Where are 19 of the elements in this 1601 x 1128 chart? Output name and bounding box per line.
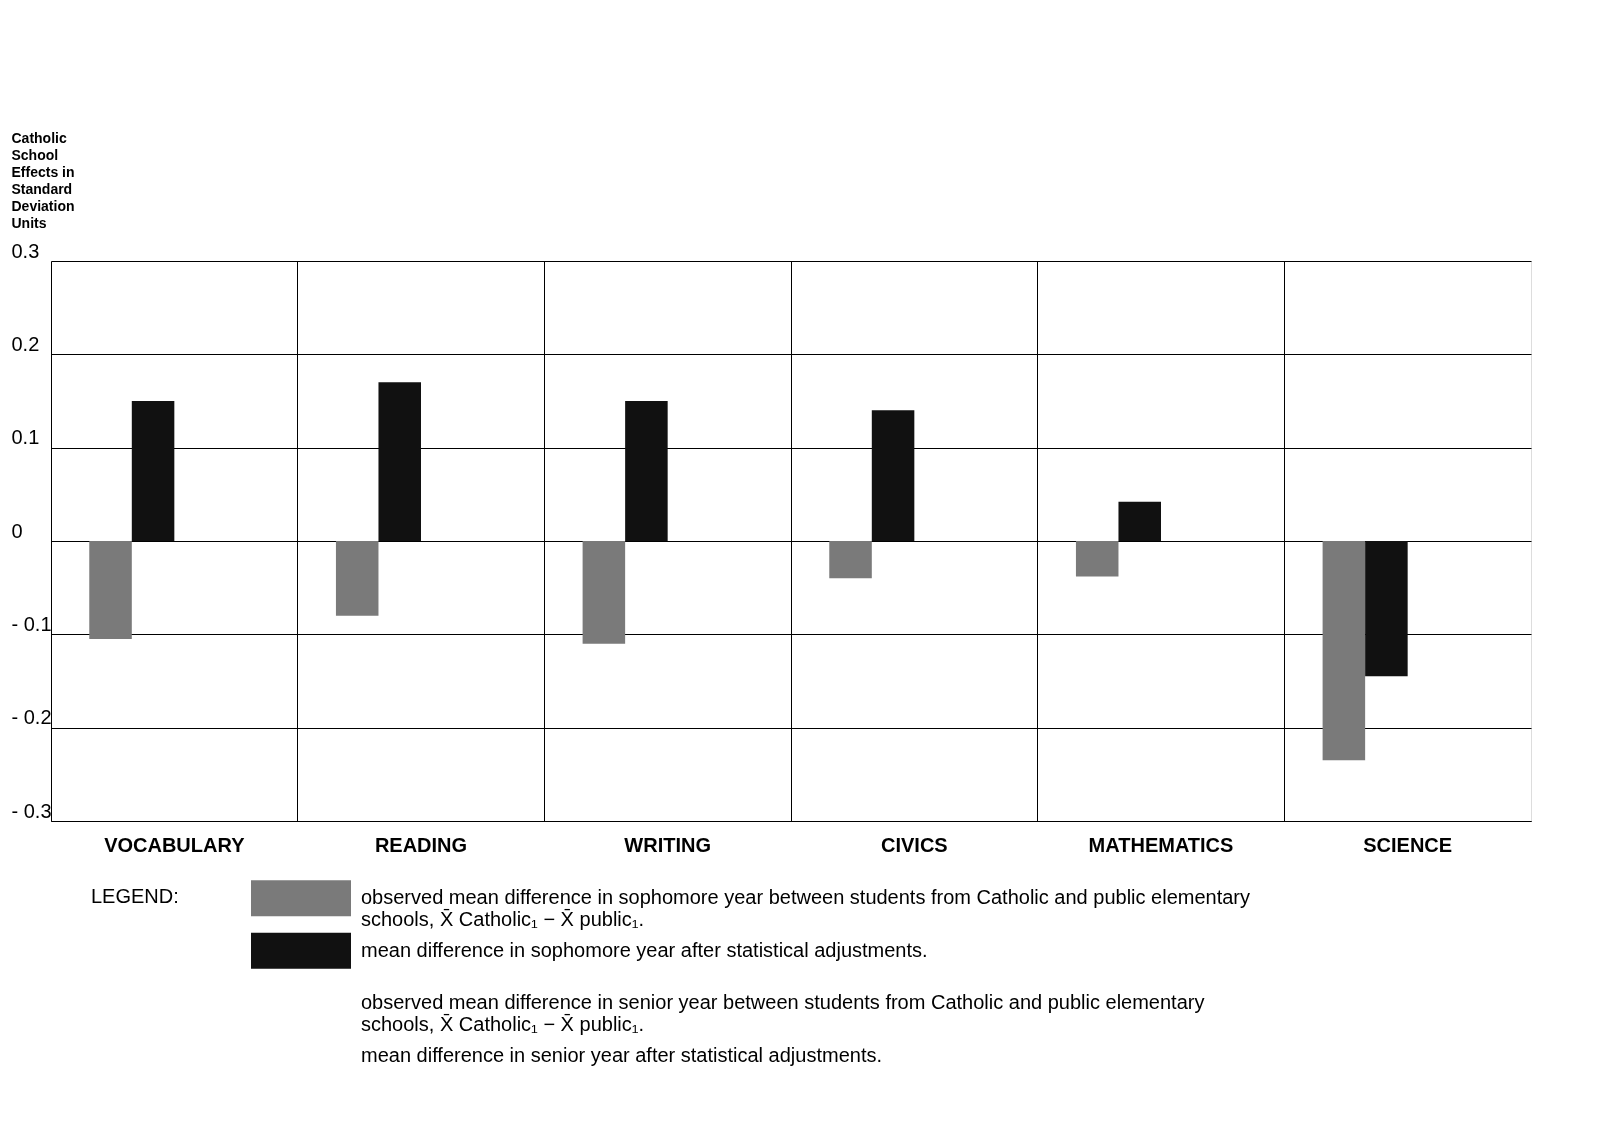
x-tick-label: CIVICS [880,833,948,856]
y-tick-label: 0.2 [11,332,40,355]
x-tick-label: READING [374,833,468,856]
y-tick-label: - 0.1 [11,612,52,635]
y-tick-label: 0.1 [11,426,40,449]
text: observed mean difference in senior year between students from Catholic and public elementary schools, X̄ Catholic₁ − X̄ public₁. [361,991,1205,1036]
text: mean difference in senior year after statistical adjustments. [361,1043,882,1066]
y-tick-label: 0 [11,519,23,542]
legend-label: observed mean difference in sophomore year between students from Catholic and public elementary schools, X̄ Catholic₁ − X̄ public₁. [361,886,1251,931]
y-tick-label: - 0.3 [11,799,52,822]
x-tick-label: MATHEMATICS [1088,833,1234,856]
y-tick-label: - 0.2 [11,706,52,729]
legend-label: mean difference in sophomore year after statistical adjustments. [361,938,928,961]
y-axis-title: Catholic School Effects in Standard Deviation Units [11,129,75,231]
legend-title: LEGEND: [91,885,179,907]
x-tick-label: WRITING [624,833,711,856]
x-tick-label: VOCABULARY [104,833,246,856]
x-tick-label: SCIENCE [1363,833,1453,856]
y-tick-label: 0.3 [11,239,40,262]
